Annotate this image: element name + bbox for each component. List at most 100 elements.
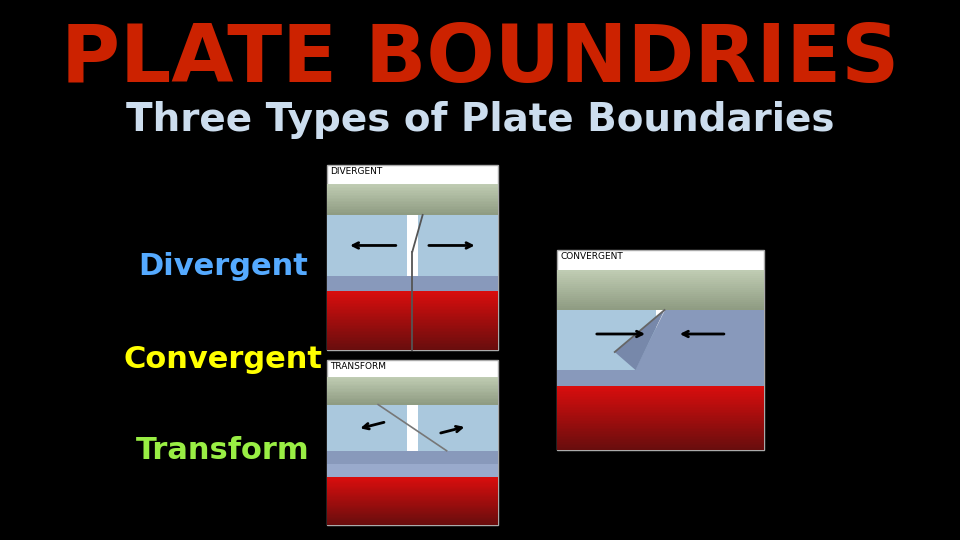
Bar bbox=[557, 278, 764, 280]
Bar bbox=[557, 421, 764, 423]
Bar bbox=[326, 520, 498, 522]
Bar bbox=[326, 298, 498, 300]
Bar bbox=[326, 319, 498, 320]
Bar bbox=[326, 404, 407, 451]
Bar bbox=[326, 342, 498, 344]
Bar bbox=[326, 276, 498, 291]
Bar bbox=[326, 494, 498, 495]
Bar bbox=[557, 437, 764, 439]
Bar bbox=[326, 512, 498, 513]
Bar bbox=[326, 501, 498, 502]
Bar bbox=[326, 325, 498, 326]
Bar bbox=[326, 204, 498, 206]
Bar bbox=[326, 485, 498, 487]
Bar bbox=[326, 484, 498, 485]
Bar bbox=[326, 296, 498, 298]
Bar bbox=[326, 313, 498, 314]
Bar bbox=[557, 304, 764, 306]
Bar bbox=[326, 509, 498, 511]
Bar bbox=[418, 404, 498, 451]
Bar bbox=[557, 441, 764, 442]
Bar bbox=[326, 488, 498, 489]
Bar bbox=[557, 418, 764, 420]
Bar bbox=[557, 294, 764, 296]
Bar bbox=[326, 399, 498, 400]
Bar bbox=[557, 416, 764, 418]
Bar bbox=[326, 385, 498, 386]
Bar bbox=[326, 308, 498, 310]
Bar bbox=[326, 312, 498, 313]
Bar bbox=[557, 388, 764, 389]
Bar bbox=[557, 270, 764, 272]
Bar bbox=[326, 304, 498, 306]
Bar bbox=[326, 508, 498, 509]
Bar bbox=[326, 335, 498, 336]
Bar bbox=[326, 318, 498, 319]
Bar bbox=[326, 341, 498, 342]
Bar bbox=[326, 389, 498, 390]
Bar bbox=[326, 206, 498, 207]
Bar bbox=[557, 386, 764, 388]
Bar bbox=[326, 300, 498, 301]
Bar bbox=[326, 201, 498, 202]
Bar bbox=[326, 403, 498, 404]
Bar bbox=[326, 513, 498, 514]
Bar bbox=[326, 396, 498, 397]
Bar bbox=[557, 296, 764, 298]
Bar bbox=[326, 489, 498, 490]
Bar bbox=[326, 519, 498, 520]
Bar bbox=[557, 420, 764, 421]
Bar bbox=[557, 292, 764, 294]
Bar bbox=[326, 314, 498, 316]
Bar bbox=[326, 196, 498, 198]
Bar bbox=[326, 383, 498, 385]
Bar bbox=[326, 306, 498, 307]
Polygon shape bbox=[614, 310, 664, 370]
Bar bbox=[326, 331, 498, 332]
Bar bbox=[326, 388, 498, 389]
Bar bbox=[326, 490, 498, 491]
Bar bbox=[326, 402, 498, 403]
Bar bbox=[326, 517, 498, 518]
Bar bbox=[326, 336, 498, 338]
Bar bbox=[326, 514, 498, 515]
Bar bbox=[326, 302, 498, 304]
Bar bbox=[557, 389, 764, 391]
Bar bbox=[557, 282, 764, 284]
Bar bbox=[326, 392, 498, 393]
Bar bbox=[326, 500, 498, 501]
Bar bbox=[326, 322, 498, 323]
Bar bbox=[326, 393, 498, 395]
Bar bbox=[557, 300, 764, 302]
Bar bbox=[557, 428, 764, 429]
Bar bbox=[326, 497, 498, 498]
Bar bbox=[326, 301, 498, 302]
Bar bbox=[557, 288, 764, 290]
Bar bbox=[326, 390, 498, 392]
Bar bbox=[326, 397, 498, 399]
Bar bbox=[326, 328, 498, 329]
Bar bbox=[326, 210, 498, 212]
Bar bbox=[326, 334, 498, 335]
Bar bbox=[326, 329, 498, 331]
Bar bbox=[326, 292, 498, 294]
Bar bbox=[557, 308, 764, 310]
Bar bbox=[557, 424, 764, 426]
Bar bbox=[557, 448, 764, 450]
Bar bbox=[326, 480, 498, 481]
Bar bbox=[326, 194, 498, 196]
Bar bbox=[557, 411, 764, 413]
Bar bbox=[326, 505, 498, 506]
Bar bbox=[326, 478, 498, 480]
Bar bbox=[326, 207, 498, 208]
Bar bbox=[326, 338, 498, 340]
Bar bbox=[326, 347, 498, 348]
Bar bbox=[326, 208, 498, 210]
Bar bbox=[326, 360, 498, 525]
Bar bbox=[557, 397, 764, 399]
Text: CONVERGENT: CONVERGENT bbox=[561, 252, 623, 261]
Bar bbox=[557, 276, 764, 278]
Bar bbox=[326, 507, 498, 508]
Bar bbox=[326, 376, 498, 378]
Bar bbox=[326, 316, 498, 318]
